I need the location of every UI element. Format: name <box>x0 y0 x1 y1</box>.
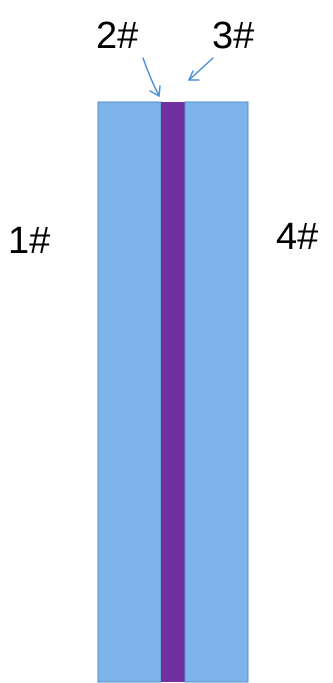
middle-layer-block <box>161 102 185 682</box>
label-layer-2: 2# <box>96 15 139 57</box>
label-layer-4: 4# <box>276 216 319 258</box>
layer-4-block <box>184 101 249 683</box>
arrow-3-pointer <box>188 57 214 81</box>
label-layer-1: 1# <box>8 220 51 262</box>
arrow-2-pointer <box>142 57 161 97</box>
layer-1-block <box>97 101 162 683</box>
label-layer-3: 3# <box>212 15 255 57</box>
